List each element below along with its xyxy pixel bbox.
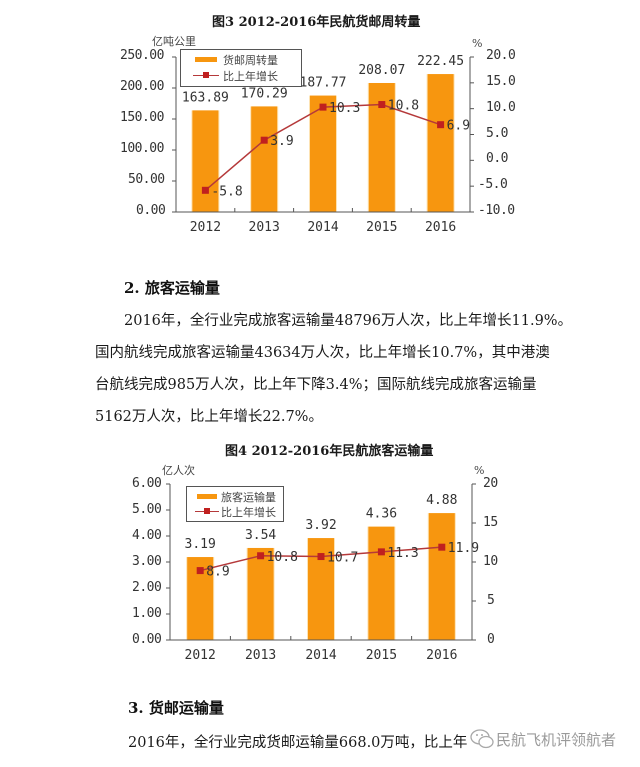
chart1-ytick: 100.00 <box>120 141 164 156</box>
chart2-ytick: 4.00 <box>132 528 162 543</box>
chart1-y2tick: 10.0 <box>486 100 516 115</box>
chart2-plot: 3.19 2012 3.54 2013 3.92 2014 4.36 2015 4.88 2016… <box>166 483 479 663</box>
section3-heading: 3. 货邮运输量 <box>128 699 224 717</box>
chart2-ytick: 0.00 <box>132 632 162 647</box>
x-tick-label: 2013 <box>249 220 280 235</box>
chart2-y2tick: 10 <box>483 554 498 569</box>
chart1-ytick: 200.00 <box>120 79 164 94</box>
bar <box>427 74 454 213</box>
section2-line: 2016年，全行业完成旅客运输量48796万人次，比上年增长11.9%。 <box>124 313 573 329</box>
growth-value-label: 11.9 <box>448 541 479 556</box>
chart1-ytick: 250.00 <box>120 48 164 63</box>
x-tick-label: 2016 <box>426 648 457 663</box>
chart2-ytick: 3.00 <box>132 554 162 569</box>
chart1-y2tick: 15.0 <box>486 74 516 89</box>
bar-value-label: 3.54 <box>245 528 276 543</box>
bar <box>428 513 455 640</box>
growth-value-label: 10.8 <box>388 99 419 114</box>
x-tick-label: 2015 <box>366 648 397 663</box>
growth-marker <box>437 121 445 129</box>
chart2-legend: 旅客运输量 比上年增长 <box>186 486 284 522</box>
growth-value-label: 10.7 <box>327 551 358 566</box>
chart1-y2tick: -5.0 <box>478 177 508 192</box>
growth-value-label: -5.8 <box>211 184 242 199</box>
growth-marker <box>319 103 327 111</box>
bar <box>192 110 219 212</box>
legend-bar-label: 货邮周转量 <box>223 54 278 67</box>
bar-value-label: 170.29 <box>241 86 288 101</box>
bar <box>251 106 278 212</box>
x-tick-label: 2013 <box>245 648 276 663</box>
chart1-ytick: 0.00 <box>136 203 166 218</box>
x-tick-label: 2012 <box>190 220 221 235</box>
bar-value-label: 3.92 <box>305 518 336 533</box>
chart2-title: 图4 2012-2016年民航旅客运输量 <box>225 444 434 459</box>
growth-value-label: 8.9 <box>206 565 229 580</box>
growth-value-label: 6.9 <box>447 119 470 134</box>
chart2-left-unit: 亿人次 <box>162 464 195 477</box>
chart2-right-unit: % <box>474 464 485 477</box>
chart2-ytick: 2.00 <box>132 580 162 595</box>
growth-marker <box>378 101 386 109</box>
x-tick-label: 2014 <box>307 220 338 235</box>
chart1-title: 图3 2012-2016年民航货邮周转量 <box>212 15 421 30</box>
section2-line: 国内航线完成旅客运输量43634万人次，比上年增长10.7%，其中港澳 <box>95 345 550 361</box>
legend-marker-icon <box>203 72 209 78</box>
chart1-right-unit: % <box>472 37 483 50</box>
growth-marker <box>260 136 268 144</box>
bar-value-label: 3.19 <box>185 537 216 552</box>
section2-heading: 2. 旅客运输量 <box>124 279 220 297</box>
bar <box>247 547 274 640</box>
bar <box>368 526 395 640</box>
chart1-legend: 货邮周转量 比上年增长 <box>180 49 302 87</box>
bar-value-label: 4.36 <box>366 507 397 522</box>
chart2-ytick: 6.00 <box>132 476 162 491</box>
legend-bar-label: 旅客运输量 <box>221 491 276 504</box>
chart1-y2tick: -10.0 <box>478 203 515 218</box>
bar <box>310 95 336 212</box>
legend-line-label: 比上年增长 <box>221 506 276 519</box>
chart1-plot: 163.89 2012 170.29 2013 187.77 2014 208.07 2015… <box>172 54 474 235</box>
chart2-y2tick: 20 <box>483 476 498 491</box>
chart1-left-unit: 亿吨公里 <box>152 35 196 48</box>
growth-value-label: 10.8 <box>267 550 298 565</box>
growth-marker <box>317 553 325 561</box>
x-tick-label: 2012 <box>185 648 216 663</box>
x-tick-label: 2014 <box>305 648 336 663</box>
bar-value-label: 163.89 <box>182 90 229 105</box>
section2-line: 5162万人次，比上年增长22.7%。 <box>95 409 323 425</box>
growth-marker <box>377 548 385 556</box>
chart1-ytick: 50.00 <box>128 172 165 187</box>
chart1-y2tick: 0.0 <box>486 151 508 166</box>
growth-marker <box>257 552 265 560</box>
growth-marker <box>201 186 209 194</box>
section3-line: 2016年，全行业完成货邮运输量668.0万吨，比上年 <box>128 735 468 751</box>
chart1-ytick: 150.00 <box>120 110 164 125</box>
growth-marker <box>196 567 204 575</box>
x-tick-label: 2016 <box>425 220 456 235</box>
legend-bar-swatch <box>195 57 217 62</box>
bar-value-label: 187.77 <box>300 76 347 91</box>
chart2-y2tick: 15 <box>483 515 498 530</box>
chart2-y2tick: 5 <box>487 593 495 608</box>
growth-value-label: 3.9 <box>270 134 293 149</box>
x-tick-label: 2015 <box>366 220 397 235</box>
legend-line-label: 比上年增长 <box>223 70 278 83</box>
wechat-icon <box>470 728 494 750</box>
legend-marker-icon <box>204 508 210 514</box>
chart2-y2tick: 0 <box>487 632 495 647</box>
chart1-y2tick: 20.0 <box>486 48 516 63</box>
legend-bar-swatch <box>197 494 217 499</box>
bar-value-label: 222.45 <box>417 54 464 69</box>
section2-line: 台航线完成985万人次，比上年下降3.4%；国际航线完成旅客运输量 <box>95 377 537 393</box>
bar-value-label: 208.07 <box>358 63 405 78</box>
bar-value-label: 4.88 <box>426 493 457 508</box>
chart1-y2tick: 5.0 <box>486 126 508 141</box>
watermark-text: 民航飞机评领航者 <box>496 731 617 749</box>
growth-value-label: 11.3 <box>387 546 418 561</box>
chart2-ytick: 1.00 <box>132 606 162 621</box>
growth-marker <box>438 543 446 551</box>
chart2-ytick: 5.00 <box>132 502 162 517</box>
growth-value-label: 10.3 <box>329 101 360 116</box>
